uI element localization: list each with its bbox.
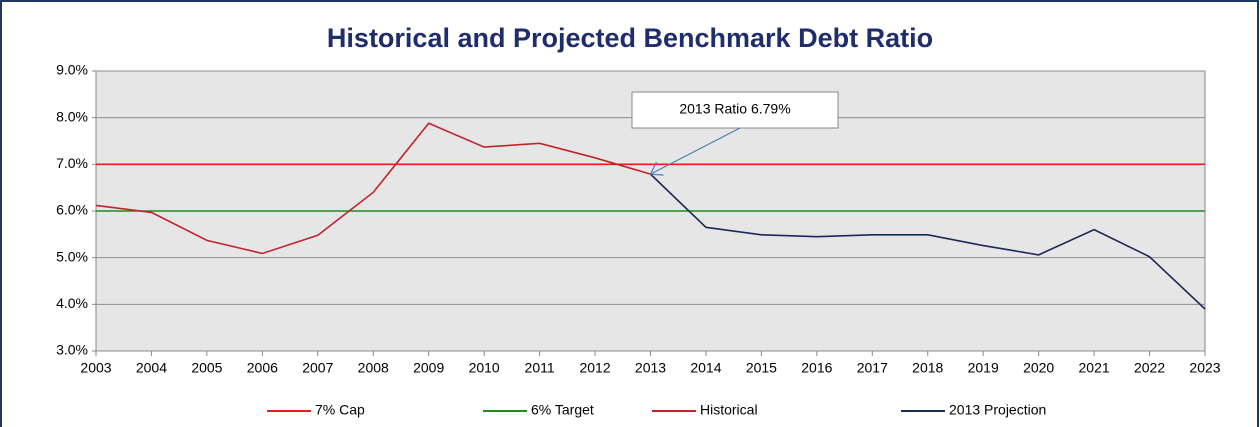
x-tick-label: 2011 bbox=[525, 360, 555, 376]
y-tick-label: 7.0% bbox=[56, 155, 88, 171]
y-tick-label: 8.0% bbox=[56, 108, 88, 124]
x-tick-label: 2007 bbox=[302, 360, 333, 376]
x-tick-label: 2012 bbox=[579, 360, 610, 376]
x-tick-label: 2009 bbox=[413, 360, 444, 376]
x-tick-label: 2008 bbox=[358, 360, 389, 376]
annotation-arrow bbox=[650, 127, 741, 175]
x-tick-label: 2021 bbox=[1079, 360, 1110, 376]
annotation-box bbox=[631, 91, 839, 129]
series-line bbox=[95, 122, 651, 255]
y-tick-label: 4.0% bbox=[56, 295, 88, 311]
annotation-arrowhead bbox=[649, 161, 664, 176]
x-tick-label: 2006 bbox=[247, 360, 278, 376]
x-tick-label: 2005 bbox=[191, 360, 222, 376]
legend-label: 7% Cap bbox=[315, 402, 365, 418]
x-tick-label: 2016 bbox=[801, 360, 832, 376]
legend-label: 2013 Projection bbox=[949, 402, 1046, 418]
x-tick-label: 2019 bbox=[968, 360, 999, 376]
y-tick-label: 9.0% bbox=[56, 62, 88, 78]
x-tick-label: 2015 bbox=[746, 360, 777, 376]
y-tick-label: 6.0% bbox=[56, 202, 88, 218]
y-tick-label: 3.0% bbox=[56, 342, 88, 358]
x-tick-label: 2003 bbox=[80, 360, 111, 376]
y-tick-label: 5.0% bbox=[56, 248, 88, 264]
legend-label: Historical bbox=[700, 402, 758, 418]
x-tick-label: 2022 bbox=[1134, 360, 1165, 376]
x-tick-label: 2010 bbox=[469, 360, 500, 376]
x-tick-label: 2023 bbox=[1189, 360, 1220, 376]
chart-title: Historical and Projected Benchmark Debt … bbox=[327, 23, 933, 53]
x-tick-label: 2017 bbox=[857, 360, 888, 376]
series-line bbox=[649, 173, 1206, 310]
legend-label: 6% Target bbox=[531, 402, 594, 418]
x-tick-label: 2014 bbox=[690, 360, 721, 376]
x-tick-label: 2004 bbox=[136, 360, 167, 376]
x-tick-label: 2013 bbox=[635, 360, 666, 376]
x-tick-label: 2020 bbox=[1023, 360, 1054, 376]
annotation-text: 2013 Ratio 6.79% bbox=[679, 101, 790, 117]
x-tick-label: 2018 bbox=[912, 360, 943, 376]
